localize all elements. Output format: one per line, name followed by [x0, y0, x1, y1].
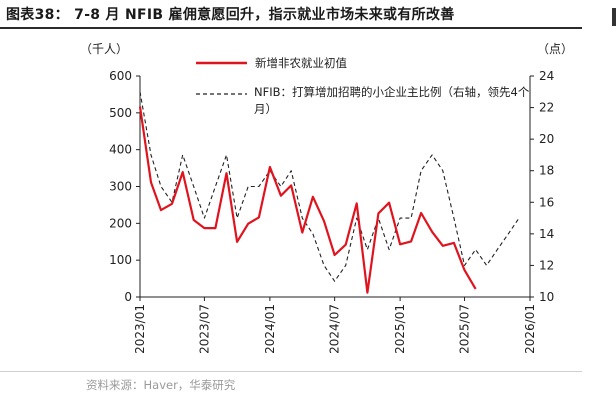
right-tick-label: 10 [539, 290, 554, 304]
left-tick-label: 600 [109, 69, 132, 83]
series-layer [138, 91, 520, 294]
right-axis-unit: （点） [537, 42, 573, 56]
x-tick-label: 2025/01 [393, 304, 407, 354]
legend-label-payrolls: 新增非农就业初值 [255, 56, 347, 70]
right-tick-label: 16 [539, 195, 554, 209]
legend: 新增非农就业初值 NFIB：打算增加招聘的小企业主比例（右轴，领先4个月） [196, 56, 530, 116]
right-tick-label: 24 [539, 69, 554, 83]
x-tick-label: 2023/01 [133, 304, 147, 354]
series-line-nonfarm-payrolls [138, 106, 477, 294]
left-tick-label: 300 [109, 180, 132, 194]
right-tick-label: 18 [539, 164, 554, 178]
right-tick-label: 14 [539, 227, 554, 241]
title-divider [0, 27, 582, 29]
x-tick-label: 2024/07 [328, 304, 342, 354]
x-tick-label: 2026/01 [523, 304, 537, 354]
x-tick-label: 2025/07 [458, 304, 472, 354]
footer-divider [0, 371, 582, 372]
source-note: 资料来源：Haver，华泰研究 [86, 378, 236, 392]
right-tick-label: 22 [539, 101, 554, 115]
adjacent-panel-edge [612, 8, 616, 26]
chart-title: 图表38： 7-8 月 NFIB 雇佣意愿回升，指示就业市场未来或有所改善 [6, 7, 455, 23]
x-tick-label: 2023/07 [197, 304, 211, 354]
legend-label-nfib: NFIB：打算增加招聘的小企业主比例（右轴，领先4个月） [254, 85, 530, 116]
right-tick-label: 12 [539, 258, 554, 272]
left-tick-label: 100 [109, 253, 132, 267]
series-line-nfib-hiring-plans [139, 91, 520, 282]
right-tick-label: 20 [539, 132, 554, 146]
left-tick-label: 200 [109, 216, 132, 230]
axes-layer: 0 100 200 300 400 500 600 10 12 14 16 18 20 22 24 2023/… [109, 69, 554, 354]
left-tick-label: 0 [124, 290, 132, 304]
left-axis-unit: （千人） [80, 42, 128, 56]
line-chart: 0 100 200 300 400 500 600 10 12 14 16 18 20 22 24 2023/… [80, 42, 573, 354]
left-tick-label: 400 [109, 143, 132, 157]
left-tick-label: 500 [109, 106, 132, 120]
x-tick-label: 2024/01 [263, 304, 277, 354]
